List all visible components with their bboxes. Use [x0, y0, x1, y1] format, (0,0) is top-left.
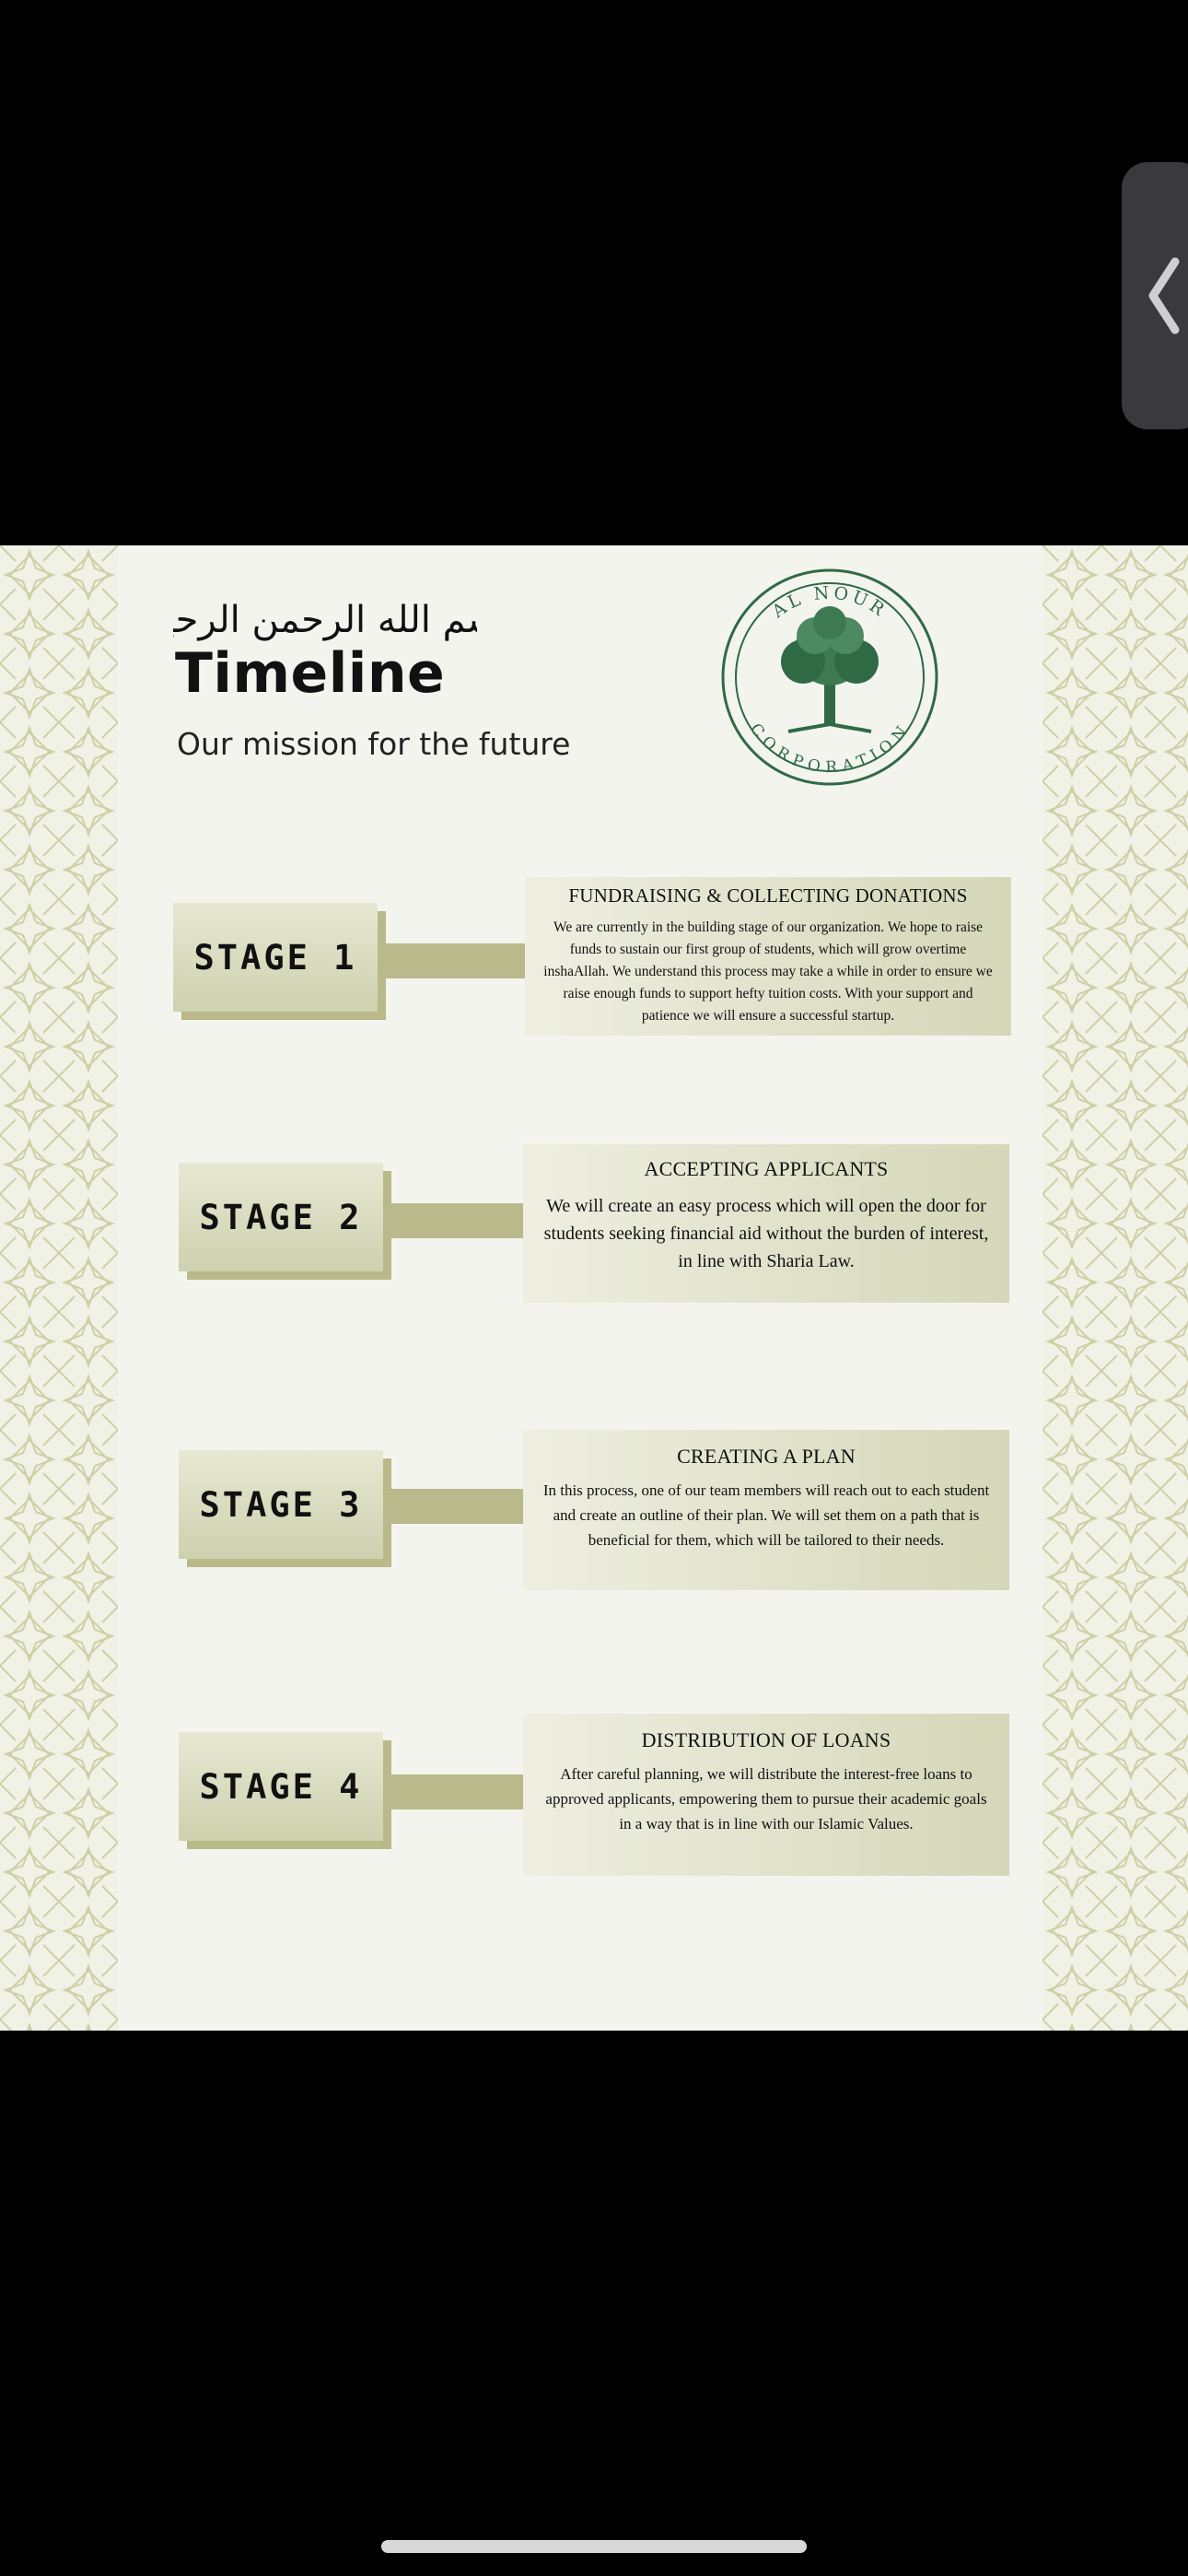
stage-1-connector: [378, 943, 525, 978]
svg-text:CORPORATION: CORPORATION: [746, 720, 914, 778]
stage-4-description: After careful planning, we will distribu…: [545, 1765, 987, 1832]
tree-icon: [781, 606, 879, 733]
svg-text:بسم الله الرحمن الرحيم: بسم الله الرحمن الرحيم: [173, 599, 477, 641]
stage-2-label: STAGE 2: [199, 1197, 363, 1237]
side-panel-handle[interactable]: [1122, 162, 1188, 429]
stage-4-connector: [383, 1774, 523, 1809]
stage-4-title: DISTRIBUTION OF LOANS: [641, 1728, 891, 1751]
stage-1-title: FUNDRAISING & COLLECTING DONATIONS: [568, 884, 968, 907]
stage-2-connector: [383, 1203, 523, 1238]
stage-2-description: We will create an easy process which wil…: [543, 1196, 989, 1271]
page-title: Timeline: [175, 641, 446, 706]
al-nour-logo: AL NOUR CORPORATION: [721, 568, 938, 786]
page-subtitle: Our mission for the future: [177, 726, 571, 762]
left-geometric-border: [0, 545, 118, 2031]
chevron-left-icon: [1148, 257, 1180, 334]
stage-1-description: We are currently in the building stage o…: [543, 919, 993, 1024]
stage-4-label: STAGE 4: [199, 1766, 363, 1807]
stage-3-box: STAGE 3: [179, 1450, 383, 1559]
stage-4-box: STAGE 4: [179, 1732, 383, 1841]
stage-1-card: FUNDRAISING & COLLECTING DONATIONS We ar…: [525, 877, 1011, 1036]
stage-1-label: STAGE 1: [193, 937, 357, 978]
stage-3-description: In this process, one of our team members…: [542, 1481, 990, 1549]
home-indicator[interactable]: [381, 2540, 807, 2553]
stage-2-card: ACCEPTING APPLICANTS We will create an e…: [523, 1144, 1009, 1303]
stage-3-label: STAGE 3: [199, 1484, 363, 1525]
stage-2-box: STAGE 2: [179, 1163, 383, 1271]
bismillah-calligraphy: بسم الله الرحمن الرحيم: [173, 599, 477, 641]
stage-4-card: DISTRIBUTION OF LOANS After careful plan…: [523, 1714, 1009, 1876]
timeline-document: بسم الله الرحمن الرحيم Timeline Our miss…: [0, 545, 1188, 2031]
right-geometric-border: [1042, 545, 1188, 2031]
stage-3-connector: [383, 1489, 523, 1524]
stage-3-card: CREATING A PLAN In this process, one of …: [523, 1430, 1009, 1590]
stage-1-box: STAGE 1: [173, 903, 378, 1012]
stage-3-title: CREATING A PLAN: [677, 1445, 856, 1468]
stage-2-title: ACCEPTING APPLICANTS: [644, 1157, 889, 1180]
